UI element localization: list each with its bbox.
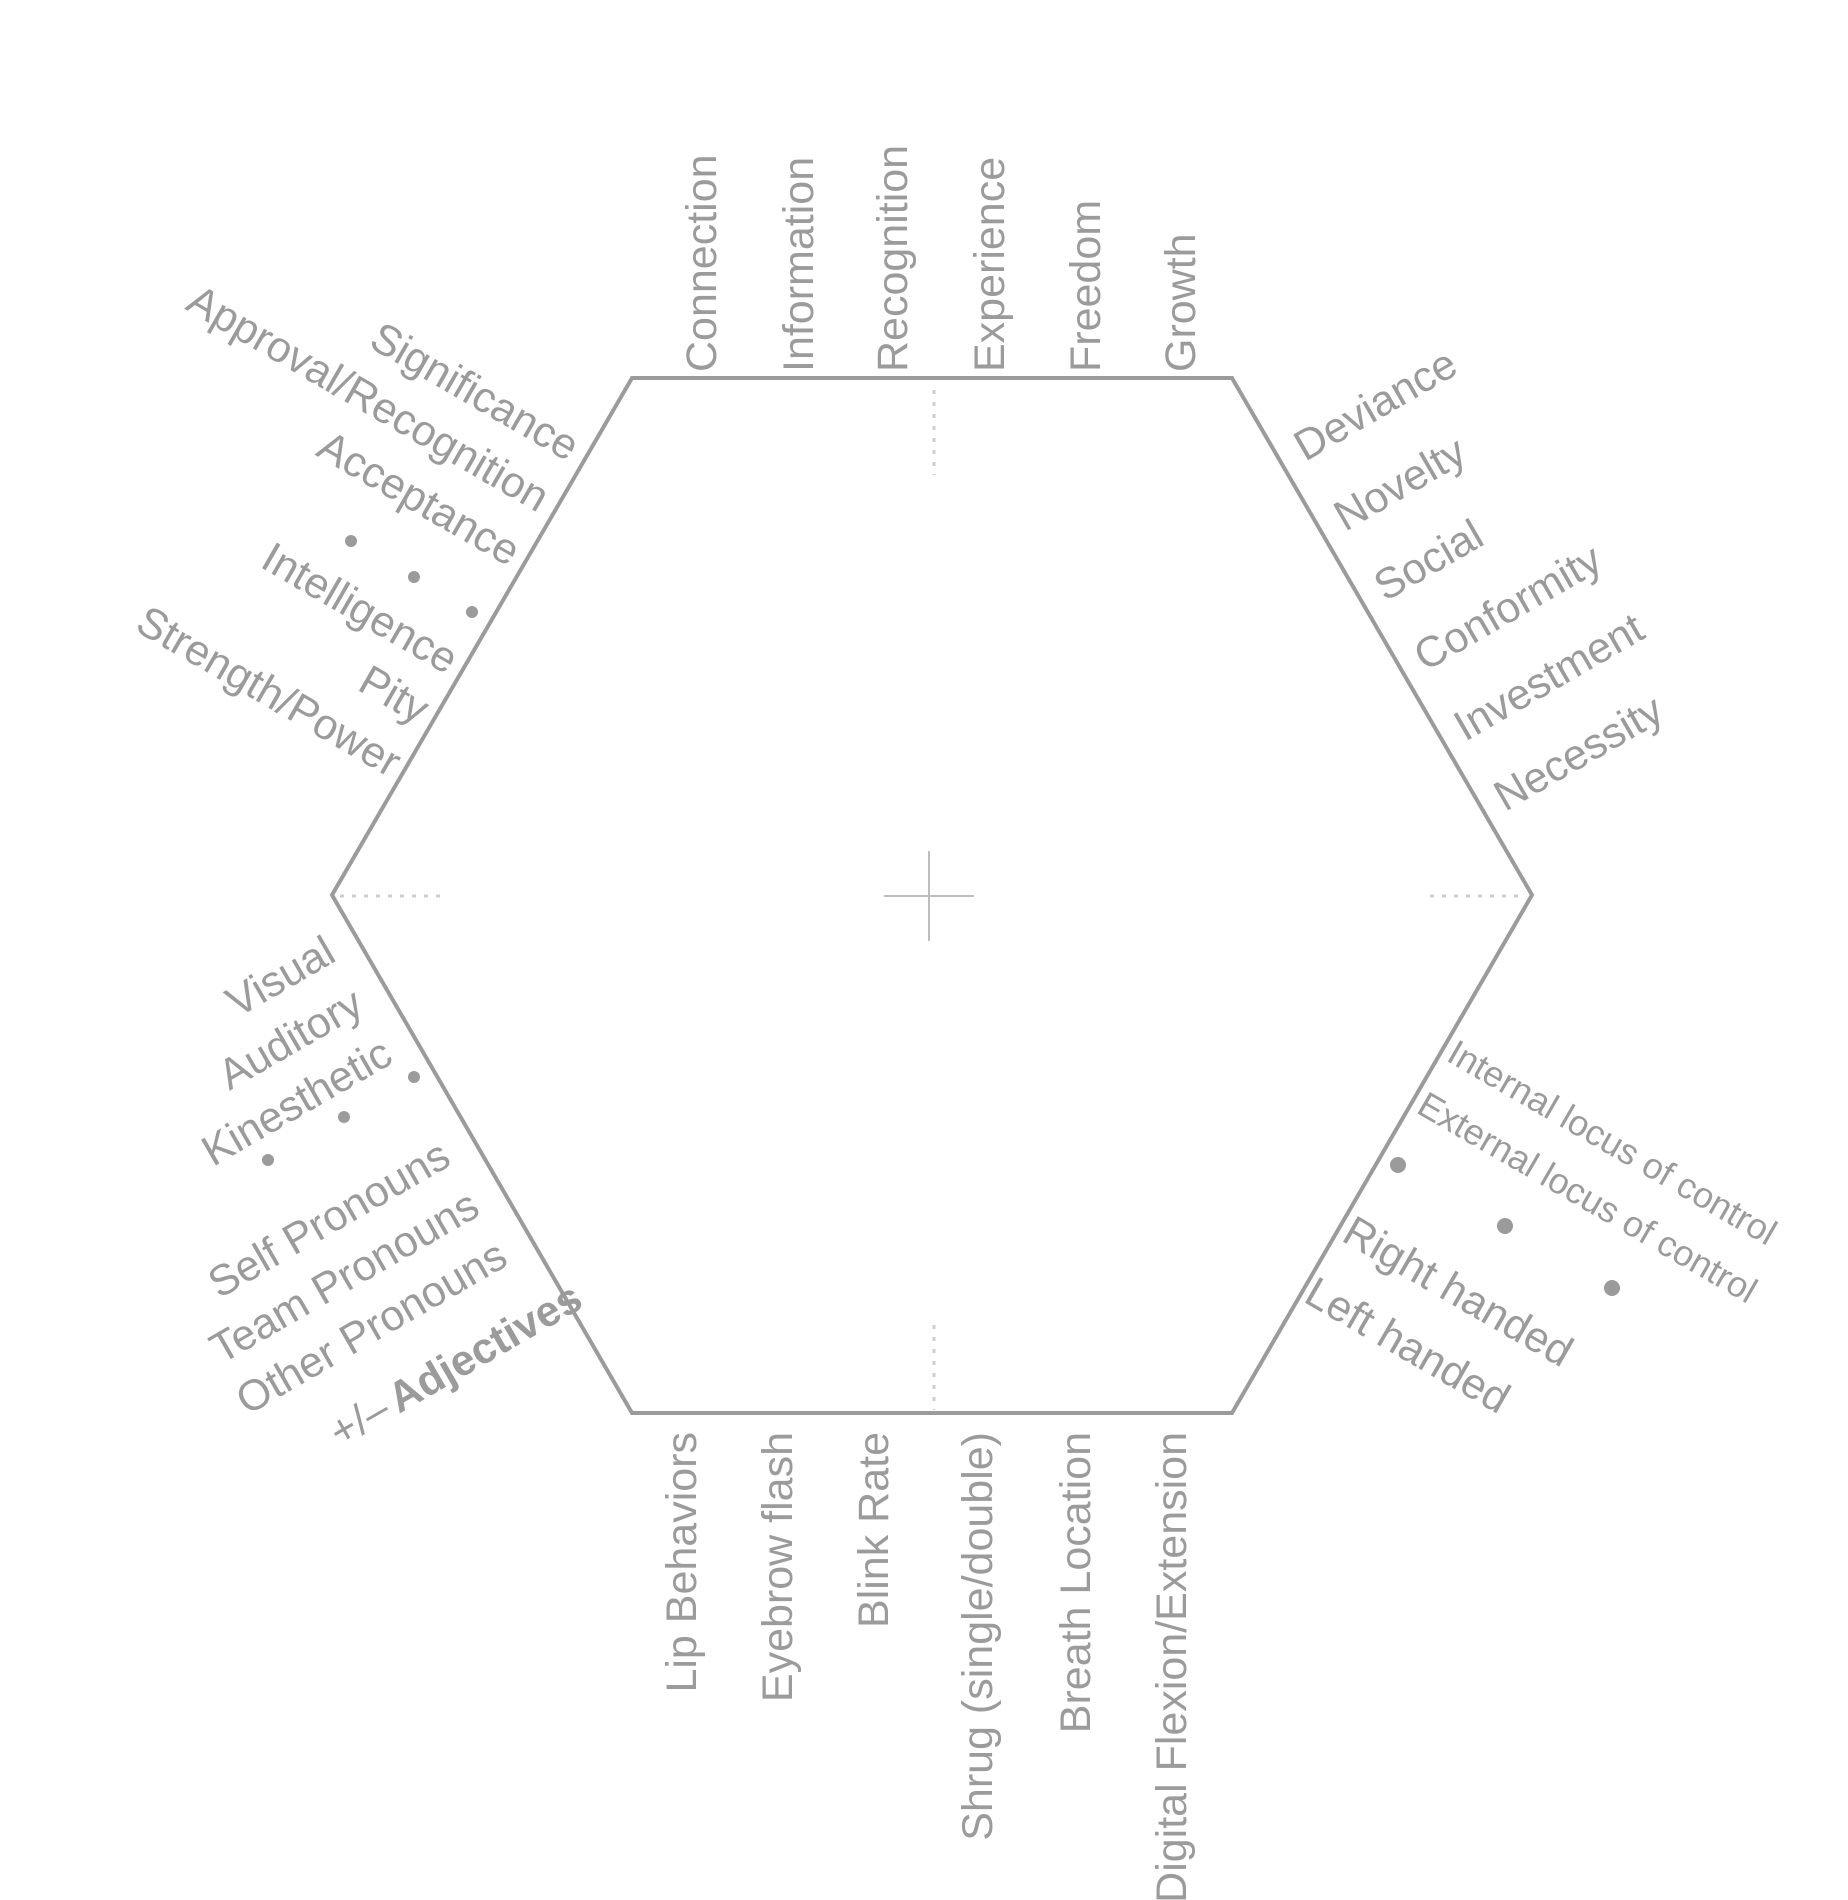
bottom-label: Breath Location bbox=[1052, 1432, 1100, 1733]
ellipsis-dot bbox=[466, 606, 478, 618]
ellipsis-dot bbox=[1497, 1218, 1513, 1234]
upper-right-label: Social bbox=[1366, 511, 1491, 611]
hexagon-outline bbox=[329, 376, 1535, 1415]
bottom-label: Digital Flexion/Extension bbox=[1148, 1432, 1196, 1900]
ellipsis-dot bbox=[345, 535, 357, 547]
ellipsis-dot bbox=[262, 1154, 274, 1166]
bottom-label: Eyebrow flash bbox=[754, 1432, 802, 1702]
top-label: Information bbox=[775, 157, 823, 372]
top-label: Experience bbox=[966, 157, 1014, 372]
upper-left-label: Intelligence bbox=[254, 533, 466, 683]
ellipsis-dot bbox=[1604, 1280, 1620, 1296]
ellipsis-dot bbox=[408, 571, 420, 583]
ellipsis-dot bbox=[1390, 1157, 1406, 1173]
upper-right-labels: Deviance Novelty Social Conformity Inves… bbox=[1286, 339, 1672, 820]
adjectives-prefix: +/– bbox=[321, 1385, 398, 1457]
lower-right-labels: Internal locus of control External locus… bbox=[1297, 1031, 1784, 1423]
bottom-labels: Lip Behaviors Eyebrow flash Blink Rate S… bbox=[658, 1432, 1196, 1900]
ellipsis-dot bbox=[408, 1071, 420, 1083]
bottom-label: Shrug (single/double) bbox=[954, 1432, 1002, 1841]
top-label: Growth bbox=[1157, 233, 1205, 372]
center-crosshair-icon bbox=[884, 851, 974, 941]
top-labels: Connection Information Recognition Exper… bbox=[678, 145, 1205, 372]
bottom-label: Lip Behaviors bbox=[658, 1432, 706, 1693]
top-label: Recognition bbox=[869, 145, 917, 372]
upper-left-labels: Significance Approval/Recognition Accept… bbox=[128, 276, 587, 787]
ellipsis-dot bbox=[338, 1111, 350, 1123]
bottom-label: Blink Rate bbox=[850, 1432, 898, 1628]
top-label: Freedom bbox=[1062, 200, 1110, 372]
top-label: Connection bbox=[678, 154, 726, 372]
